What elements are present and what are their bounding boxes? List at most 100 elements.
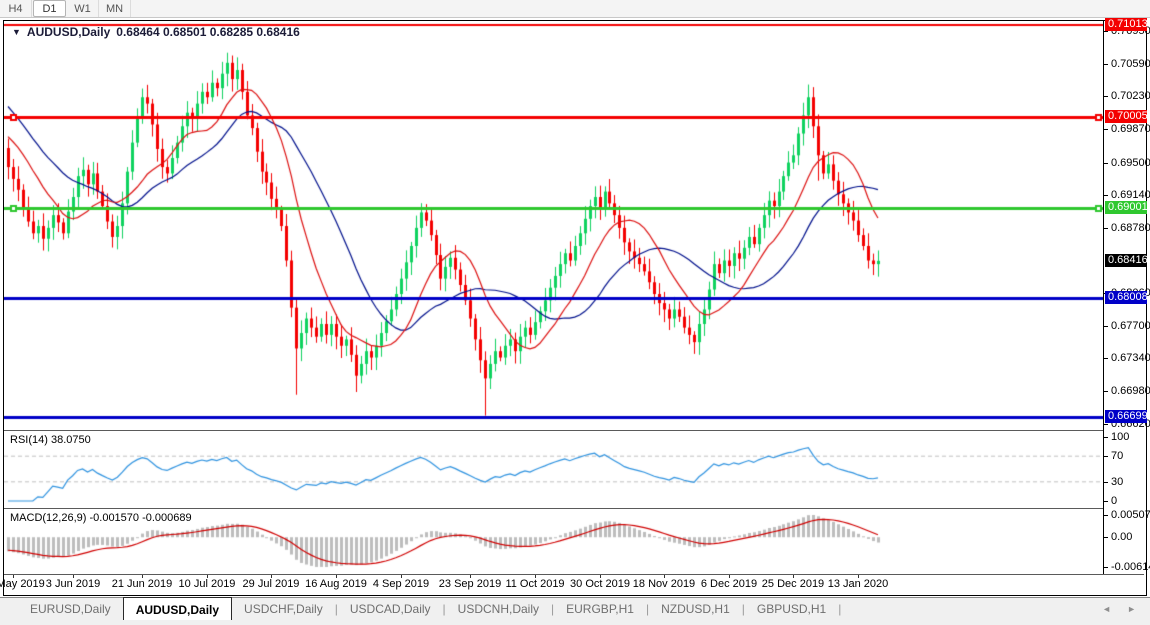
macd-tick: 0.005076 xyxy=(1111,509,1150,521)
chart-tab-eurusd-daily[interactable]: EURUSD,Daily xyxy=(30,602,111,616)
date-label: 21 Jun 2019 xyxy=(111,578,173,590)
main-rsi-divider[interactable] xyxy=(4,430,1144,431)
date-label: 16 Aug 2019 xyxy=(305,578,367,590)
rsi-tick-tickmark xyxy=(1104,482,1108,483)
date-label: 3 Jun 2019 xyxy=(45,578,101,590)
chart-window: ▼ AUDUSD,Daily 0.68464 0.68501 0.68285 0… xyxy=(0,18,1150,596)
price-axis-separator xyxy=(1103,21,1104,574)
price-tick-tickmark xyxy=(1104,96,1108,97)
price-tick-tickmark xyxy=(1104,424,1108,425)
macd-current-values: -0.001570 -0.000689 xyxy=(89,512,192,524)
tab-separator: | xyxy=(442,602,446,616)
price-level-badge: 0.71013 xyxy=(1105,18,1148,31)
price-tick: 0.70590 xyxy=(1111,58,1150,70)
date-label: 10 Jul 2019 xyxy=(178,578,236,590)
chart-tab-usdchf-daily[interactable]: USDCHF,Daily xyxy=(244,602,323,616)
price-axis[interactable]: 0.70950 0.70590 0.70230 0.69870 0.69500 0.691… xyxy=(1104,18,1150,574)
timeframe-button-h4[interactable]: H4 xyxy=(0,0,32,17)
rsi-macd-divider[interactable] xyxy=(4,508,1144,509)
price-tick: 0.70230 xyxy=(1111,90,1150,102)
macd-tick-tickmark xyxy=(1104,537,1108,538)
rsi-current-value: 38.0750 xyxy=(50,434,91,446)
date-label: 13 Jan 2020 xyxy=(827,578,889,590)
rsi-name: RSI(14) xyxy=(10,434,48,446)
price-chart-canvas[interactable] xyxy=(4,21,1103,430)
date-tickmark xyxy=(13,575,14,578)
tab-separator: | xyxy=(645,602,650,616)
macd-name: MACD(12,26,9) xyxy=(10,512,87,524)
price-tick-tickmark xyxy=(1104,31,1108,32)
tab-scroll-right-icon[interactable]: ► xyxy=(1127,604,1136,614)
timeframe-button-d1[interactable]: D1 xyxy=(33,0,66,17)
chart-tab-gbpusd-h1[interactable]: GBPUSD,H1 xyxy=(756,602,827,616)
price-tick-tickmark xyxy=(1104,163,1108,164)
price-tick: 0.67700 xyxy=(1111,320,1150,332)
date-tickmark xyxy=(470,575,471,578)
macd-tick: -0.006148 xyxy=(1111,561,1150,573)
macd-tick-tickmark xyxy=(1104,515,1108,516)
tab-separator: | xyxy=(741,602,745,616)
date-tickmark xyxy=(729,575,730,578)
price-tick-tickmark xyxy=(1104,326,1108,327)
date-label: 6 Dec 2019 xyxy=(700,578,758,590)
date-tickmark xyxy=(336,575,337,578)
price-tick: 0.69140 xyxy=(1111,189,1150,201)
chart-tab-eurgbp-h1[interactable]: EURGBP,H1 xyxy=(566,602,634,616)
tab-separator: | xyxy=(838,602,842,616)
price-level-badge: 0.68008 xyxy=(1105,291,1148,304)
rsi-tick-tickmark xyxy=(1104,437,1108,438)
date-label: 15 May 2019 xyxy=(0,578,45,590)
tab-scroll-left-icon[interactable]: ◄ xyxy=(1102,604,1112,614)
date-tickmark xyxy=(858,575,859,578)
date-label: 25 Dec 2019 xyxy=(761,578,825,590)
date-tickmark xyxy=(600,575,601,578)
date-tickmark xyxy=(142,575,143,578)
rsi-tick-tickmark xyxy=(1104,456,1108,457)
chart-dropdown-icon[interactable]: ▼ xyxy=(12,27,21,37)
rsi-tick-tickmark xyxy=(1104,501,1108,502)
date-label: 11 Oct 2019 xyxy=(505,578,565,590)
macd-panel-canvas[interactable] xyxy=(4,509,1103,574)
date-label: 29 Jul 2019 xyxy=(242,578,300,590)
date-tickmark xyxy=(535,575,536,578)
date-tickmark xyxy=(664,575,665,578)
timeframe-button-mn[interactable]: MN xyxy=(99,0,131,17)
price-tick-tickmark xyxy=(1104,195,1108,196)
rsi-tick: 100 xyxy=(1111,431,1130,443)
price-tick-tickmark xyxy=(1104,391,1108,392)
macd-dateaxis-divider xyxy=(4,574,1144,575)
timeframe-button-w1[interactable]: W1 xyxy=(67,0,99,17)
price-tick: 0.68780 xyxy=(1111,222,1150,234)
price-level-badge: 0.69001 xyxy=(1105,201,1148,214)
tab-separator: | xyxy=(334,602,338,616)
date-tickmark xyxy=(401,575,402,578)
timeframe-toolbar: H4 D1 W1 MN xyxy=(0,0,1150,18)
date-label: 23 Sep 2019 xyxy=(438,578,502,590)
date-tickmark xyxy=(271,575,272,578)
chart-tab-audusd-daily[interactable]: AUDUSD,Daily xyxy=(122,597,233,620)
chart-tab-bar: EURUSD,Daily AUDUSD,Daily USDCHF,Daily | USD… xyxy=(0,597,1150,625)
date-label: 18 Nov 2019 xyxy=(632,578,696,590)
current-price-badge: 0.68416 xyxy=(1105,254,1148,267)
date-tickmark xyxy=(793,575,794,578)
rsi-tick: 30 xyxy=(1111,476,1124,488)
tab-separator: | xyxy=(551,602,555,616)
price-level-badge: 0.66699 xyxy=(1105,410,1148,423)
tab-scroll-arrows: ◄ ► xyxy=(1102,598,1150,614)
price-tick-tickmark xyxy=(1104,64,1108,65)
price-level-badge: 0.70005 xyxy=(1105,110,1148,123)
price-tick: 0.69500 xyxy=(1111,157,1150,169)
price-tick: 0.66980 xyxy=(1111,385,1150,397)
chart-tab-usdcnh-daily[interactable]: USDCNH,Daily xyxy=(457,602,540,616)
macd-indicator-label: MACD(12,26,9) -0.001570 -0.000689 xyxy=(10,512,192,524)
chart-tab-nzdusd-h1[interactable]: NZDUSD,H1 xyxy=(661,602,730,616)
price-tick-tickmark xyxy=(1104,129,1108,130)
rsi-indicator-label: RSI(14) 38.0750 xyxy=(10,434,91,446)
rsi-panel-canvas[interactable] xyxy=(4,431,1103,508)
rsi-tick: 0 xyxy=(1111,495,1118,507)
price-tick: 0.67340 xyxy=(1111,352,1150,364)
chart-tab-usdcad-daily[interactable]: USDCAD,Daily xyxy=(349,602,431,616)
date-tickmark xyxy=(207,575,208,578)
chart-ohlc-values: 0.68464 0.68501 0.68285 0.68416 xyxy=(116,25,300,39)
